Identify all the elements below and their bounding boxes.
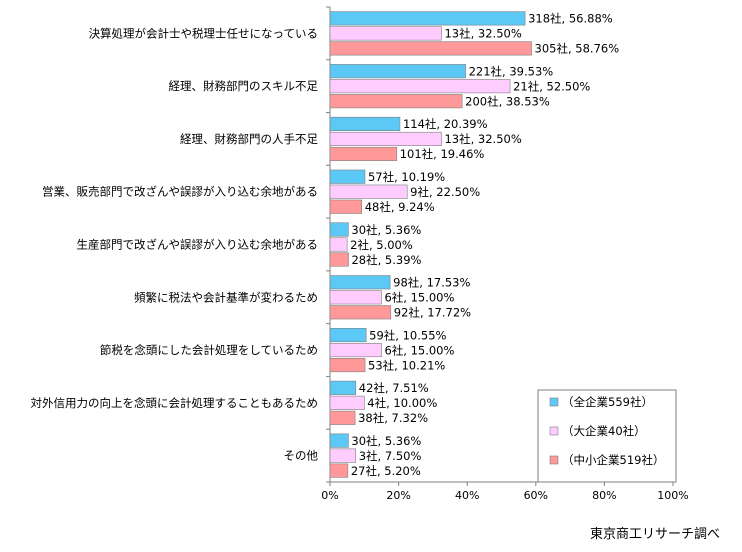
data-label: 53社, 10.21%: [368, 358, 445, 372]
bar: [329, 64, 466, 79]
data-label: 9社, 22.50%: [410, 185, 480, 199]
category-label: 営業、販売部門で改ざんや誤謬が入り込む余地がある: [42, 185, 318, 199]
legend-swatch: [549, 426, 559, 436]
x-tick-label: 0%: [321, 489, 338, 502]
data-label: 114社, 20.39%: [403, 117, 488, 131]
data-label: 6社, 15.00%: [384, 343, 454, 357]
bar: [329, 343, 382, 358]
bar: [329, 146, 398, 161]
bar: [329, 199, 362, 214]
data-label: 27社, 5.20%: [351, 464, 421, 478]
data-label: 13社, 32.50%: [444, 27, 521, 41]
data-label: 13社, 32.50%: [444, 132, 521, 146]
legend-label: （中小企業519社）: [562, 453, 664, 467]
data-label: 3社, 7.50%: [359, 449, 422, 463]
bar: [329, 116, 401, 131]
legend-swatch: [549, 397, 559, 407]
x-tick-label: 20%: [386, 489, 410, 502]
data-label: 101社, 19.46%: [400, 147, 485, 161]
bar: [329, 252, 349, 267]
category-label: 経理、財務部門の人手不足: [180, 132, 318, 146]
x-tick-label: 100%: [657, 489, 688, 502]
legend-box: [537, 389, 677, 483]
data-label: 200社, 38.53%: [465, 94, 550, 108]
data-label: 4社, 10.00%: [367, 396, 437, 410]
bar: [329, 410, 356, 425]
bar: [329, 94, 463, 109]
legend-swatch: [549, 455, 559, 465]
data-label: 6社, 15.00%: [384, 291, 454, 305]
bar: [329, 380, 357, 395]
legend-label: （大企業40社）: [562, 424, 646, 438]
category-label: 生産部門で改ざんや誤謬が入り込む余地がある: [77, 238, 319, 252]
legend-label: （全企業559社）: [562, 395, 653, 409]
bar: [329, 463, 349, 478]
data-label: 221社, 39.53%: [469, 64, 554, 78]
data-label: 59社, 10.55%: [369, 328, 446, 342]
bar: [329, 448, 357, 463]
data-label: 57社, 10.19%: [368, 170, 445, 184]
data-label: 318社, 56.88%: [528, 12, 613, 26]
bar: [329, 433, 349, 448]
x-tick-label: 80%: [592, 489, 616, 502]
bar: [329, 275, 391, 290]
category-label: その他: [284, 449, 319, 463]
category-label: 決算処理が会計士や税理士任せになっている: [89, 26, 318, 40]
data-label: 2社, 5.00%: [350, 238, 413, 252]
bar: [329, 184, 408, 199]
bar: [329, 11, 526, 26]
data-label: 30社, 5.36%: [351, 434, 421, 448]
bar: [329, 305, 392, 320]
bar: [329, 41, 532, 56]
source-note: 東京商工リサーチ調べ: [589, 527, 720, 542]
data-label: 38社, 7.32%: [358, 411, 428, 425]
x-tick-label: 40%: [455, 489, 479, 502]
data-label: 30社, 5.36%: [351, 223, 421, 237]
bar: [329, 237, 348, 252]
bar: [329, 222, 349, 237]
bar: [329, 79, 511, 94]
bar: [329, 131, 442, 146]
data-label: 42社, 7.51%: [359, 381, 429, 395]
data-label: 305社, 58.76%: [535, 42, 620, 56]
bar: [329, 290, 382, 305]
bar: [329, 169, 366, 184]
data-label: 48社, 9.24%: [365, 200, 435, 214]
bar: [329, 358, 366, 373]
data-label: 28社, 5.39%: [351, 253, 421, 267]
data-label: 98社, 17.53%: [393, 276, 470, 290]
data-label: 92社, 17.72%: [394, 306, 471, 320]
category-label: 対外信用力の向上を念頭に会計処理することもあるため: [31, 396, 319, 410]
category-label: 経理、財務部門のスキル不足: [169, 79, 319, 93]
x-tick-label: 60%: [524, 489, 548, 502]
category-label: 頻繁に税法や会計基準が変わるため: [134, 290, 318, 304]
bar: [329, 395, 365, 410]
category-label: 節税を念頭にした会計処理をしているため: [100, 343, 318, 357]
bar: [329, 26, 442, 41]
data-label: 21社, 52.50%: [513, 79, 590, 93]
bar: [329, 328, 367, 343]
